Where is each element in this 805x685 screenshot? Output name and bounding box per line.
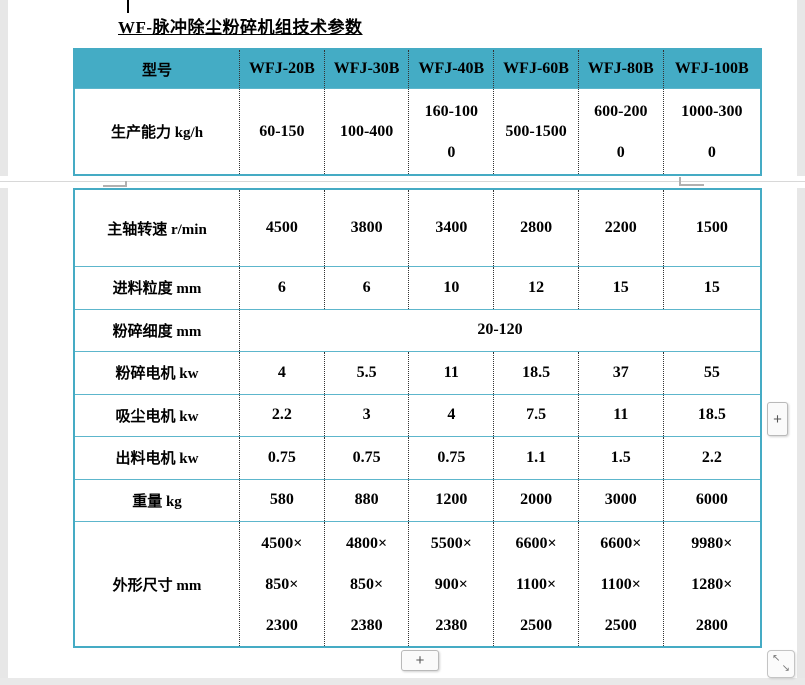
table-cell[interactable]: 0.75 xyxy=(408,437,493,479)
table-cell[interactable]: 1.1 xyxy=(493,437,578,479)
table-cell[interactable]: 5500× 900× 2380 xyxy=(408,522,493,646)
table-cell[interactable]: 9980× 1280× 2800 xyxy=(662,522,760,646)
table-cell[interactable]: 5.5 xyxy=(323,352,409,394)
table-cell[interactable]: 6600× 1100× 2500 xyxy=(577,522,663,646)
table-cell[interactable]: 10 xyxy=(408,267,493,309)
table-cell[interactable]: 3400 xyxy=(408,190,493,266)
table-cell[interactable]: 37 xyxy=(577,352,663,394)
table-cell[interactable]: 600-200 0 xyxy=(577,89,663,174)
spec-table-bottom: 主轴转速 r/min 4500 3800 3400 2800 2200 1500… xyxy=(73,188,762,648)
table-cell-span[interactable]: 20-120 xyxy=(239,309,760,351)
row-label[interactable]: 重量 kg xyxy=(132,493,182,510)
table-header-row: 型号 WFJ-20B WFJ-30B WFJ-40B WFJ-60B WFJ-8… xyxy=(75,50,760,88)
table-cell[interactable]: 0.75 xyxy=(239,437,324,479)
table-row-dimensions: 外形尺寸 mm 4500× 850× 2300 4800× 850× 2380 … xyxy=(75,521,760,646)
row-label[interactable]: 粉碎细度 mm xyxy=(112,323,202,340)
table-cell[interactable]: 1500 xyxy=(662,190,760,266)
row-label[interactable]: 生产能力 kg/h xyxy=(110,125,204,141)
table-cell[interactable]: 4800× 850× 2380 xyxy=(323,522,409,646)
table-cell[interactable]: 1.5 xyxy=(577,437,663,479)
table-cell[interactable]: 4 xyxy=(239,352,324,394)
table-cell[interactable]: 15 xyxy=(577,267,663,309)
table-cell[interactable]: 2200 xyxy=(577,190,663,266)
column-header[interactable]: 型号 xyxy=(141,62,172,79)
table-split-handle-left xyxy=(103,185,127,187)
table-row-crush-motor: 粉碎电机 kw 4 5.5 11 18.5 37 55 xyxy=(75,351,760,394)
row-label[interactable]: 进料粒度 mm xyxy=(112,281,202,298)
table-resize-handle[interactable]: ↖ ↘ xyxy=(767,650,795,678)
table-cell[interactable]: 3000 xyxy=(577,479,663,521)
table-cell[interactable]: 580 xyxy=(239,479,324,521)
page-edge-bottom xyxy=(0,678,805,685)
table-cell[interactable]: 2000 xyxy=(493,479,578,521)
table-cell[interactable]: 7.5 xyxy=(493,394,578,436)
table-split-handle-right xyxy=(679,184,704,186)
page-edge-right xyxy=(797,188,805,685)
add-row-button[interactable]: + xyxy=(401,650,439,671)
table-cell[interactable]: 2800 xyxy=(493,190,578,266)
column-header[interactable]: WFJ-100B xyxy=(662,50,760,88)
row-label[interactable]: 外形尺寸 mm xyxy=(112,577,202,594)
table-row-fineness: 粉碎细度 mm 20-120 xyxy=(75,308,760,351)
table-cell[interactable]: 100-400 xyxy=(323,89,409,174)
row-label[interactable]: 出料电机 kw xyxy=(115,451,199,468)
text-cursor-caret xyxy=(127,0,129,13)
table-cell[interactable]: 4 xyxy=(408,394,493,436)
table-cell[interactable]: 0.75 xyxy=(323,437,409,479)
spec-table-top: 型号 WFJ-20B WFJ-30B WFJ-40B WFJ-60B WFJ-8… xyxy=(73,48,762,176)
table-cell[interactable]: 6 xyxy=(239,267,324,309)
table-cell[interactable]: 500-1500 xyxy=(493,89,578,174)
table-cell[interactable]: 6000 xyxy=(662,479,760,521)
table-cell[interactable]: 1000-300 0 xyxy=(662,89,760,174)
column-header[interactable]: WFJ-30B xyxy=(323,50,409,88)
resize-arrow-nw-icon: ↖ xyxy=(772,653,781,664)
table-row-dust-motor: 吸尘电机 kw 2.2 3 4 7.5 11 18.5 xyxy=(75,393,760,436)
table-cell[interactable]: 18.5 xyxy=(493,352,578,394)
table-cell[interactable]: 18.5 xyxy=(662,394,760,436)
table-cell[interactable]: 11 xyxy=(577,394,663,436)
table-row-spindle-speed: 主轴转速 r/min 4500 3800 3400 2800 2200 1500 xyxy=(75,190,760,266)
add-column-button[interactable]: + xyxy=(767,402,788,436)
row-label[interactable]: 粉碎电机 kw xyxy=(115,366,199,383)
page-title: WF-脉冲除尘粉碎机组技术参数 xyxy=(118,18,363,37)
table-row-feed-size: 进料粒度 mm 6 6 10 12 15 15 xyxy=(75,266,760,309)
table-cell[interactable]: 2.2 xyxy=(662,437,760,479)
table-cell[interactable]: 3 xyxy=(323,394,409,436)
table-cell[interactable]: 12 xyxy=(493,267,578,309)
table-cell[interactable]: 4500 xyxy=(239,190,324,266)
table-cell[interactable]: 160-100 0 xyxy=(408,89,493,174)
row-label[interactable]: 吸尘电机 kw xyxy=(115,408,199,425)
table-cell[interactable]: 4500× 850× 2300 xyxy=(239,522,324,646)
table-row-discharge-motor: 出料电机 kw 0.75 0.75 0.75 1.1 1.5 2.2 xyxy=(75,436,760,479)
table-cell[interactable]: 2.2 xyxy=(239,394,324,436)
row-label[interactable]: 主轴转速 r/min xyxy=(107,221,207,238)
table-cell[interactable]: 15 xyxy=(662,267,760,309)
column-header[interactable]: WFJ-80B xyxy=(577,50,663,88)
table-cell[interactable]: 55 xyxy=(662,352,760,394)
column-header[interactable]: WFJ-40B xyxy=(408,50,493,88)
column-header[interactable]: WFJ-60B xyxy=(493,50,578,88)
table-cell[interactable]: 3800 xyxy=(323,190,409,266)
page-edge-left xyxy=(0,188,8,685)
page-edge-left xyxy=(0,0,8,176)
table-split-handle-left xyxy=(125,181,127,187)
table-split-handle-right xyxy=(679,177,681,186)
table-row-weight: 重量 kg 580 880 1200 2000 3000 6000 xyxy=(75,478,760,521)
resize-arrow-se-icon: ↘ xyxy=(781,663,790,674)
column-header[interactable]: WFJ-20B xyxy=(239,50,324,88)
table-cell[interactable]: 6600× 1100× 2500 xyxy=(493,522,578,646)
table-cell[interactable]: 11 xyxy=(408,352,493,394)
table-cell[interactable]: 60-150 xyxy=(239,89,324,174)
table-row-capacity: 生产能力 kg/h 60-150 100-400 160-100 0 500-1… xyxy=(75,88,760,174)
page-edge-right xyxy=(797,0,805,176)
table-cell[interactable]: 1200 xyxy=(408,479,493,521)
table-cell[interactable]: 880 xyxy=(323,479,409,521)
page-break-divider xyxy=(0,181,805,182)
table-cell[interactable]: 6 xyxy=(323,267,409,309)
